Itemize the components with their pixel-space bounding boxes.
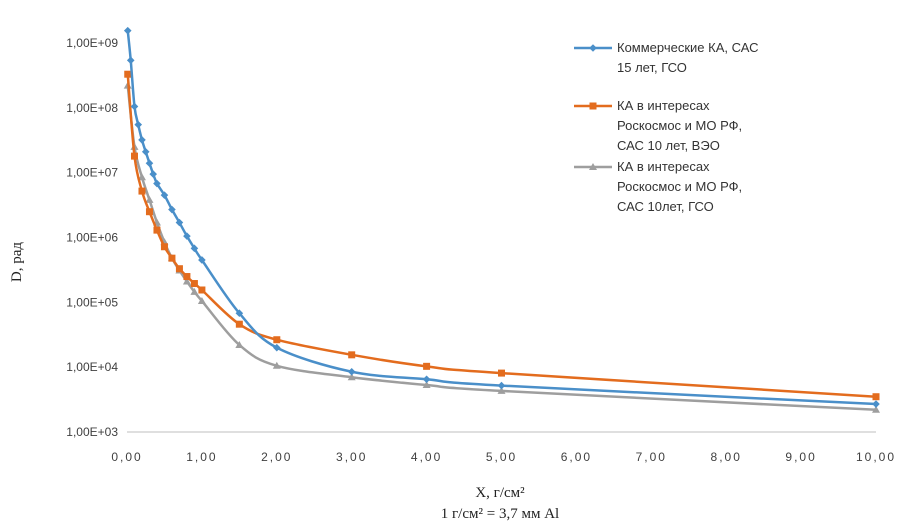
series-line	[126, 30, 877, 406]
data-point	[423, 362, 431, 370]
data-point	[197, 296, 206, 304]
y-axis-ticks: 1,00E+03 1,00E+04 1,00E+05 1,00E+06 1,00E+07…	[66, 36, 118, 439]
data-point	[498, 369, 505, 377]
x-tick-label: 6,00	[561, 450, 592, 464]
data-point	[145, 195, 154, 203]
y-tick-label: 1,00E+07	[66, 166, 118, 180]
data-point	[273, 336, 281, 344]
legend-marker	[589, 44, 597, 52]
y-tick-label: 1,00E+03	[66, 425, 118, 439]
x-axis-unit-note: 1 г/см² = 3,7 мм Al	[441, 506, 559, 522]
data-point	[198, 256, 206, 264]
data-point	[124, 70, 132, 78]
x-axis-title: X, г/см²	[475, 485, 525, 501]
data-point	[138, 136, 146, 144]
series-layer	[123, 26, 880, 413]
data-point	[235, 340, 244, 348]
y-tick-label: 1,00E+09	[66, 36, 118, 50]
data-point	[126, 56, 135, 65]
x-tick-label: 8,00	[711, 450, 742, 464]
y-tick-label: 1,00E+08	[66, 101, 118, 115]
data-point	[141, 147, 150, 156]
data-point	[183, 273, 191, 281]
data-point	[168, 254, 176, 262]
legend-label: САС 10 лет, ВЭО	[617, 138, 720, 153]
data-point	[272, 361, 281, 369]
data-point	[198, 286, 206, 294]
data-point	[497, 386, 506, 394]
data-point	[130, 152, 138, 160]
x-tick-label: 10,00	[856, 450, 896, 464]
series-line	[126, 85, 877, 412]
data-point	[149, 170, 158, 178]
legend-item-1: Коммерческие КА, САС 15 лет, ГСО	[574, 40, 759, 75]
legend-marker	[589, 102, 597, 110]
x-tick-label: 4,00	[411, 450, 442, 464]
legend-label: КА в интересах	[617, 159, 710, 174]
data-point	[190, 244, 199, 253]
x-tick-label: 7,00	[636, 450, 667, 464]
data-point	[190, 280, 198, 288]
y-tick-label: 1,00E+06	[66, 231, 118, 245]
data-point	[145, 208, 153, 216]
data-point	[347, 367, 356, 376]
x-tick-label: 3,00	[336, 450, 367, 464]
legend-label: Коммерческие КА, САС	[617, 40, 759, 55]
data-point	[872, 393, 880, 401]
data-point	[153, 226, 161, 234]
data-point	[190, 287, 199, 295]
legend-label: Роскосмос и МО РФ,	[617, 179, 742, 194]
data-point	[134, 120, 143, 129]
data-point	[175, 265, 183, 273]
data-point	[348, 351, 356, 359]
data-point	[235, 309, 244, 317]
data-point	[422, 375, 431, 384]
data-point	[273, 343, 281, 352]
data-point	[175, 218, 184, 227]
legend-label: САС 10лет, ГСО	[617, 199, 714, 214]
series-2	[124, 70, 880, 401]
series-line	[126, 74, 877, 398]
legend-marker	[589, 163, 597, 170]
data-point	[182, 277, 191, 285]
data-point	[872, 400, 880, 408]
legend-item-2: КА в интересах Роскосмос и МО РФ, САС 10 л…	[574, 98, 742, 153]
series-3	[123, 81, 880, 413]
x-tick-label: 0,00	[111, 450, 142, 464]
data-point	[497, 381, 506, 390]
data-point	[123, 26, 132, 35]
y-tick-label: 1,00E+05	[66, 295, 118, 309]
data-point	[153, 179, 161, 188]
data-point	[137, 173, 146, 181]
data-point	[138, 187, 146, 195]
legend-label: Роскосмос и МО РФ,	[617, 118, 742, 133]
legend-label: КА в интересах	[617, 98, 710, 113]
legend-label: 15 лет, ГСО	[617, 60, 687, 75]
data-point	[160, 243, 168, 251]
x-tick-label: 9,00	[785, 450, 816, 464]
data-point	[422, 381, 431, 389]
legend-item-3: КА в интересах Роскосмос и МО РФ, САС 10ле…	[574, 159, 742, 214]
data-point	[168, 205, 176, 214]
x-tick-label: 1,00	[186, 450, 217, 464]
data-point	[872, 405, 880, 413]
x-tick-label: 5,00	[486, 450, 517, 464]
y-tick-label: 1,00E+04	[66, 360, 118, 374]
data-point	[183, 232, 191, 240]
data-point	[235, 320, 243, 328]
y-axis-title: D, рад	[9, 242, 25, 282]
data-point	[145, 159, 154, 167]
data-point	[160, 191, 169, 199]
legend: Коммерческие КА, САС 15 лет, ГСО КА в инте…	[574, 40, 759, 214]
data-point	[130, 102, 139, 111]
x-tick-label: 2,00	[261, 450, 292, 464]
series-1	[123, 26, 880, 408]
data-point	[347, 373, 356, 381]
x-axis-ticks: 0,00 1,00 2,00 3,00 4,00 5,00 6,00 7,00 8,00 9,00…	[111, 450, 896, 464]
